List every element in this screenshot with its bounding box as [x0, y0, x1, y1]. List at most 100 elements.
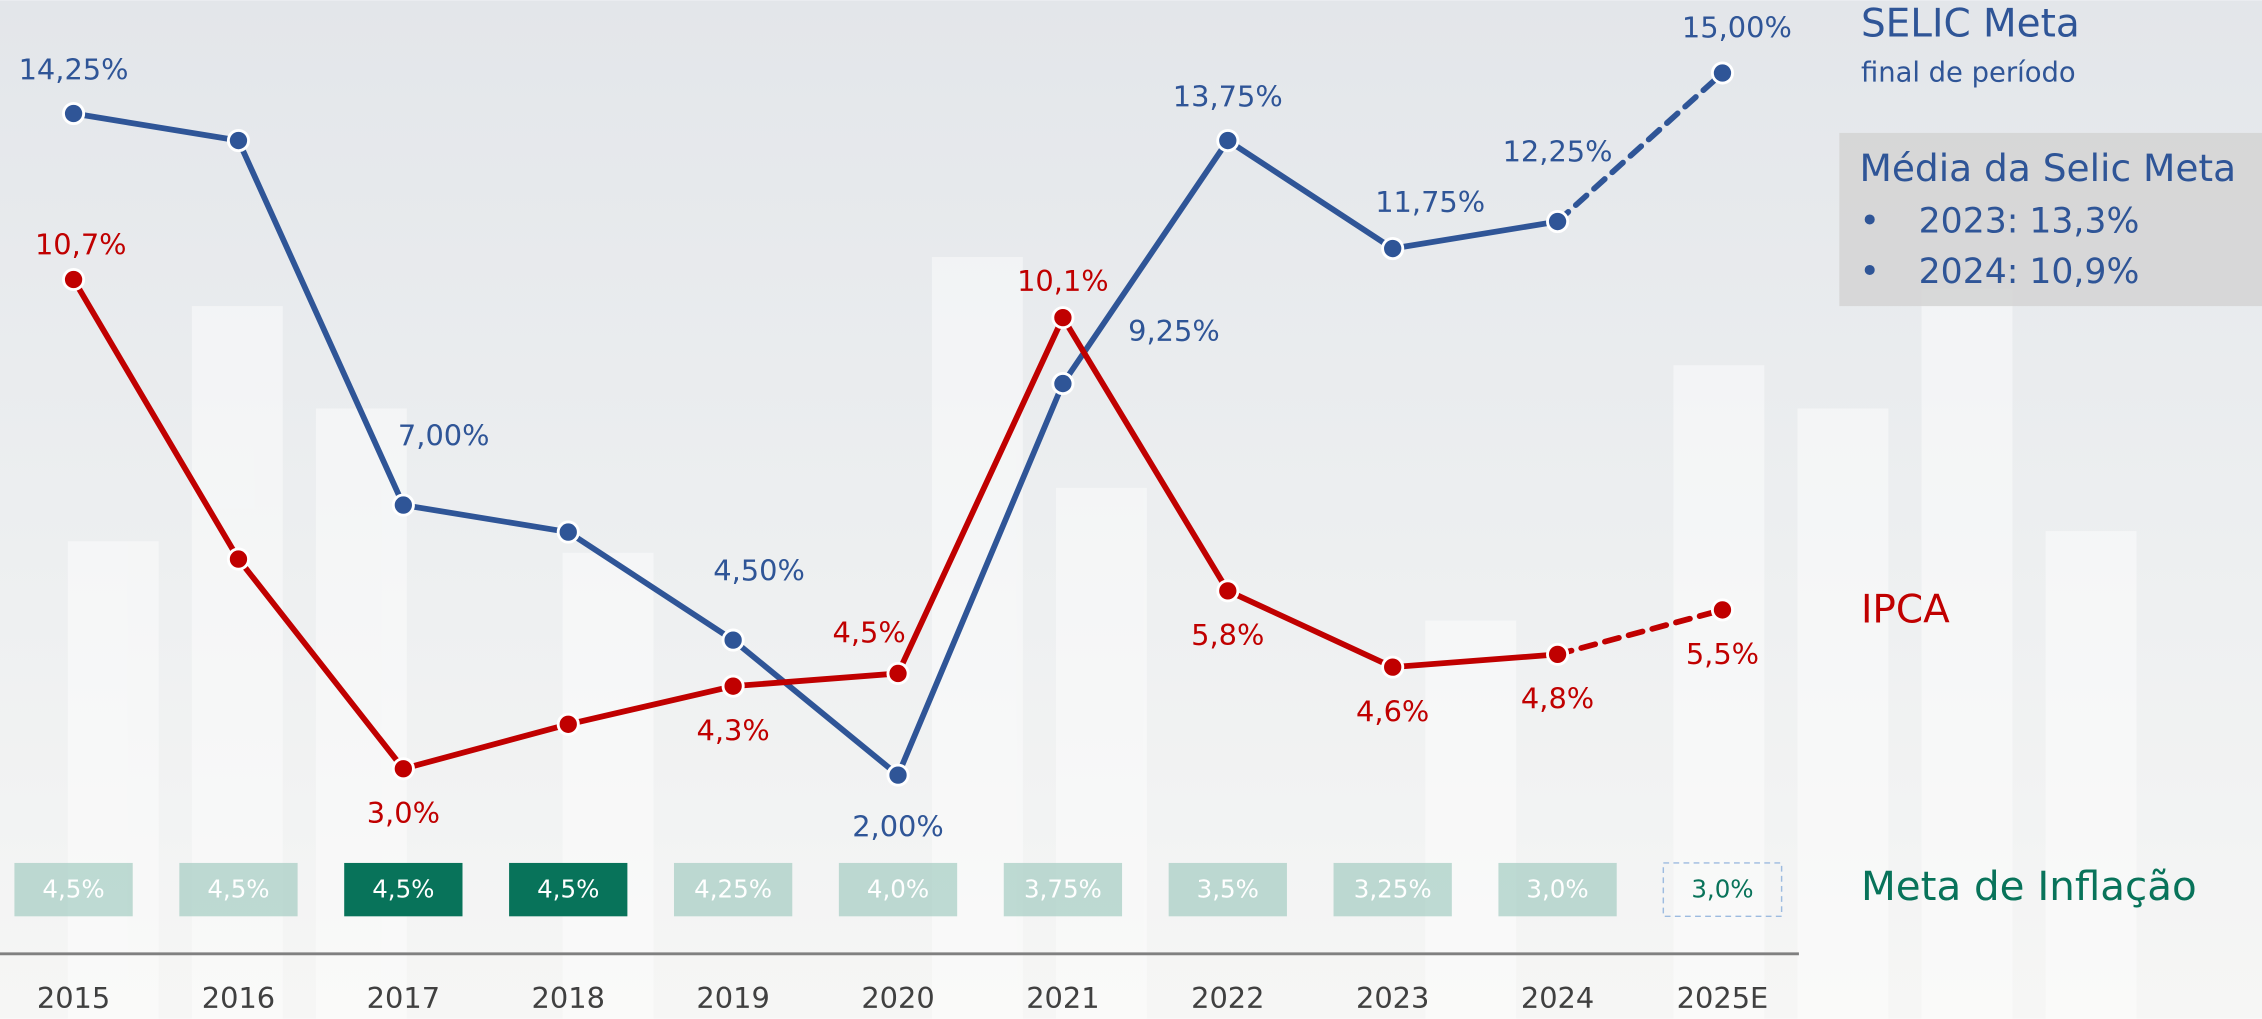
- legend-label: Meta de Inflação: [1861, 863, 2197, 910]
- target-label: 3,75%: [1024, 874, 1102, 903]
- line-segment: [565, 683, 737, 728]
- target-label: 4,5%: [372, 874, 434, 903]
- line-segment: [70, 276, 242, 562]
- point: [226, 128, 251, 153]
- data-label: 4,3%: [696, 713, 769, 747]
- point: [556, 520, 580, 544]
- line-segment: [895, 380, 1066, 779]
- point: [1051, 372, 1075, 396]
- data-label: 11,75%: [1375, 185, 1485, 219]
- point: [1381, 237, 1405, 261]
- data-label: 4,8%: [1521, 682, 1594, 716]
- data-label: 4,50%: [713, 553, 805, 587]
- line-segment: [1554, 607, 1726, 658]
- target-label: 4,5%: [42, 874, 104, 903]
- point: [1216, 128, 1240, 153]
- line-segment: [1060, 314, 1231, 594]
- data-label: 12,25%: [1503, 135, 1613, 169]
- line-segment: [1224, 137, 1396, 252]
- target-box: [838, 862, 958, 917]
- x-tick-label: 2019: [696, 981, 769, 1015]
- target-label: 3,0%: [1526, 874, 1588, 903]
- point: [721, 628, 745, 652]
- target-box: [14, 862, 133, 917]
- point: [62, 101, 86, 126]
- data-label: 13,75%: [1173, 80, 1283, 114]
- data-label: 3,0%: [367, 796, 440, 830]
- target-label: 3,0%: [1691, 874, 1753, 903]
- target-box: [509, 862, 628, 917]
- line-segment: [70, 110, 242, 144]
- target-label: 4,0%: [867, 874, 929, 903]
- legend-label: IPCA: [1861, 587, 1950, 632]
- panel-item: 2023: 13,3%: [1919, 201, 2140, 241]
- point: [391, 493, 415, 517]
- series-note: final de período: [1861, 57, 2076, 88]
- target-box: [1498, 862, 1617, 917]
- target-label: 4,5%: [537, 874, 599, 903]
- point: [1546, 210, 1570, 234]
- point: [886, 661, 910, 685]
- target-box: [1168, 862, 1287, 917]
- data-label: 14,25%: [19, 53, 129, 87]
- data-label: 7,00%: [398, 418, 490, 452]
- line-segment: [895, 314, 1066, 677]
- point: [1546, 642, 1570, 666]
- bullet: •: [1860, 201, 1880, 241]
- line-segment: [400, 721, 572, 772]
- line-segment: [1554, 70, 1726, 225]
- point: [886, 763, 910, 787]
- line-segment: [1389, 218, 1561, 252]
- line-segment: [730, 670, 901, 690]
- data-label: 5,8%: [1191, 618, 1264, 652]
- line-segment: [730, 637, 901, 779]
- data-label: 2,00%: [852, 809, 944, 843]
- point: [62, 267, 86, 292]
- target-box: [673, 862, 793, 917]
- x-tick-label: 2025E: [1677, 981, 1769, 1015]
- target-label: 3,5%: [1197, 874, 1259, 903]
- x-tick-label: 2021: [1026, 981, 1099, 1015]
- x-tick-label: 2023: [1356, 981, 1429, 1015]
- line-segment: [400, 502, 572, 535]
- point: [226, 547, 251, 571]
- point: [1710, 61, 1735, 85]
- x-tick-label: 2017: [367, 981, 440, 1015]
- data-label: 10,7%: [35, 227, 127, 261]
- target-box: [1003, 862, 1123, 917]
- line-segment: [1060, 137, 1231, 387]
- x-tick-label: 2016: [202, 981, 275, 1015]
- point: [1216, 579, 1240, 603]
- data-label: 15,00%: [1682, 11, 1792, 45]
- panel-title: Média da Selic Meta: [1860, 146, 2237, 190]
- x-tick-label: 2015: [37, 981, 110, 1015]
- line-segment: [565, 529, 737, 643]
- data-label: 9,25%: [1128, 314, 1220, 348]
- line-segment: [235, 137, 407, 508]
- point: [1051, 306, 1075, 330]
- data-label: 10,1%: [1017, 264, 1109, 298]
- panel-item: 2024: 10,9%: [1919, 252, 2140, 292]
- x-tick-label: 2024: [1521, 981, 1594, 1015]
- data-label: 4,6%: [1356, 694, 1429, 728]
- target-box: [344, 862, 463, 917]
- bullet: •: [1860, 252, 1880, 292]
- x-tick-label: 2022: [1191, 981, 1264, 1015]
- point: [1381, 655, 1405, 679]
- x-tick-label: 2018: [532, 981, 605, 1015]
- point: [1710, 598, 1735, 622]
- point: [391, 757, 415, 781]
- target-label: 4,5%: [207, 874, 269, 903]
- target-box: [1662, 862, 1783, 918]
- target-label: 4,25%: [694, 874, 772, 903]
- x-tick-label: 2020: [861, 981, 934, 1015]
- data-label: 5,5%: [1686, 637, 1759, 671]
- point: [556, 712, 580, 736]
- target-label: 3,25%: [1354, 874, 1432, 903]
- target-box: [1333, 862, 1452, 917]
- point: [721, 674, 745, 698]
- line-segment: [235, 556, 407, 772]
- legend-label: SELIC Meta: [1861, 2, 2080, 47]
- average-panel: [1839, 132, 2262, 307]
